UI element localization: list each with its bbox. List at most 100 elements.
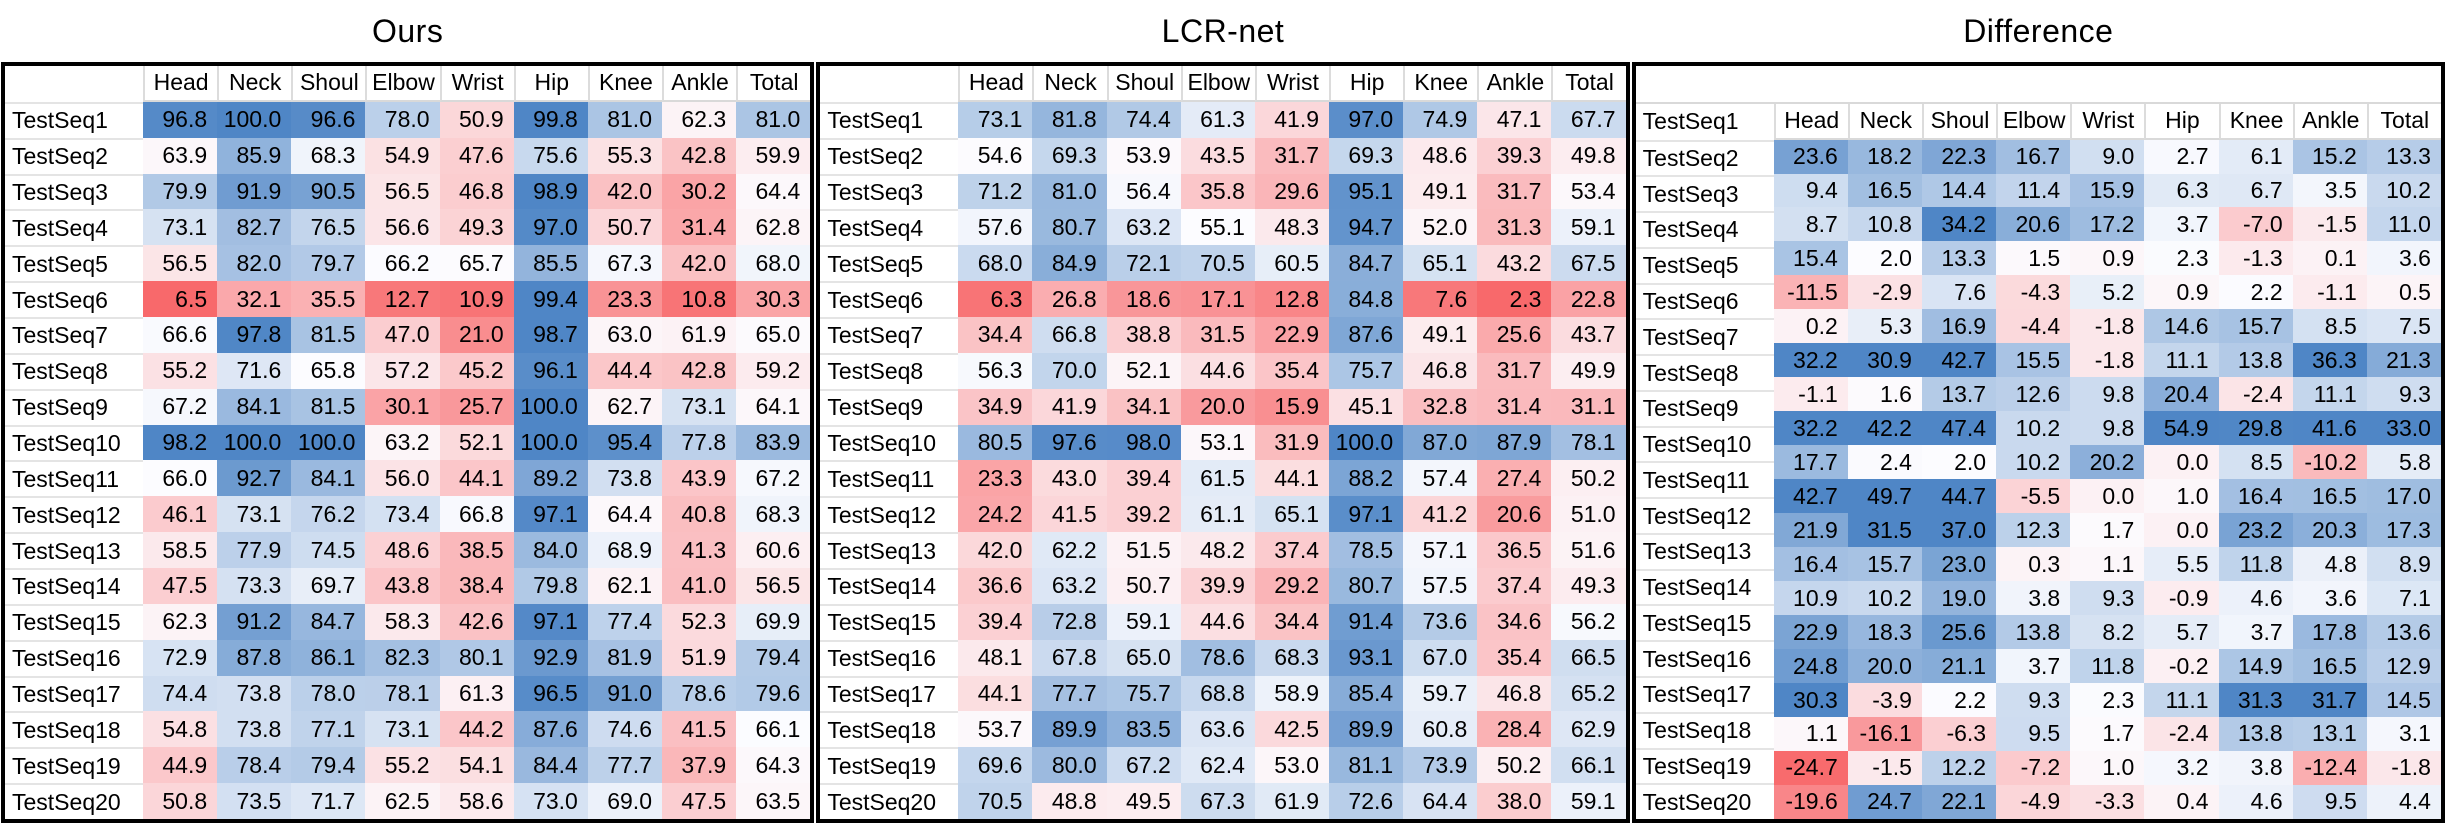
row-label: TestSeq6 — [5, 281, 143, 318]
value-cell: 33.0 — [2366, 411, 2441, 446]
value-cell: 30.9 — [1847, 343, 1922, 378]
value-cell: -1.1 — [2292, 275, 2367, 310]
column-header: Hip — [2144, 103, 2219, 140]
value-cell: 57.6 — [958, 209, 1033, 246]
value-cell: 80.7 — [1329, 568, 1404, 604]
value-cell: 66.1 — [736, 711, 811, 748]
value-cell: 56.5 — [736, 568, 811, 604]
value-cell: 91.9 — [217, 173, 292, 210]
value-cell: 23.3 — [587, 281, 662, 318]
value-cell: 1.0 — [2144, 479, 2219, 514]
value-cell: 8.7 — [1773, 207, 1848, 242]
value-cell: 12.9 — [2366, 649, 2441, 684]
value-cell: 15.7 — [1847, 547, 1922, 582]
header-row: Head Neck Shoul Elbow Wrist Hip Knee Ankle Total — [5, 66, 811, 102]
value-cell: 6.7 — [2218, 173, 2293, 208]
value-cell: 73.8 — [587, 460, 662, 497]
value-cell: 18.2 — [1847, 139, 1922, 174]
value-cell: 81.0 — [587, 101, 662, 138]
value-cell: 81.9 — [587, 639, 662, 676]
row-label: TestSeq17 — [820, 675, 959, 712]
value-cell: 50.2 — [1551, 460, 1626, 497]
value-cell: 84.9 — [1032, 245, 1107, 282]
value-cell: 34.2 — [1921, 207, 1997, 242]
value-cell: 41.0 — [661, 568, 737, 604]
value-cell: 35.5 — [291, 281, 366, 318]
value-cell: 31.7 — [2292, 683, 2367, 717]
table-row: TestSeq17 74.4 73.8 78.0 78.1 61.3 96.5 91.0 78.… — [5, 675, 811, 712]
value-cell: 40.8 — [661, 496, 737, 533]
value-cell: 36.5 — [1477, 532, 1552, 569]
value-cell: 74.6 — [587, 711, 662, 748]
value-cell: 9.0 — [2070, 139, 2145, 174]
value-cell: 76.5 — [291, 209, 366, 246]
table-row: TestSeq8 56.3 70.0 52.1 44.6 35.4 75.7 46.8 31.7… — [820, 352, 1626, 389]
value-cell: 77.1 — [291, 711, 366, 748]
value-cell: -6.3 — [1921, 717, 1997, 751]
value-cell: 22.9 — [1773, 615, 1848, 650]
row-label: TestSeq17 — [5, 675, 143, 712]
value-cell: 83.5 — [1106, 711, 1181, 748]
value-cell: 56.5 — [365, 173, 440, 210]
value-cell: 47.5 — [143, 568, 218, 604]
value-cell: 31.9 — [1254, 424, 1330, 461]
value-cell: 10.8 — [1847, 207, 1922, 242]
value-cell: 34.9 — [958, 388, 1033, 425]
value-cell: 91.2 — [217, 603, 292, 640]
value-cell: 84.7 — [291, 603, 366, 640]
value-cell: 39.3 — [1477, 137, 1552, 174]
value-cell: 5.8 — [2366, 445, 2441, 480]
value-cell: 97.0 — [1329, 101, 1404, 138]
value-cell: 82.0 — [217, 245, 292, 282]
row-label: TestSeq16 — [5, 639, 143, 676]
value-cell: 19.0 — [1921, 581, 1997, 616]
value-cell: 46.8 — [439, 173, 514, 210]
value-cell: 4.6 — [2218, 784, 2293, 819]
value-cell: 81.1 — [1329, 747, 1404, 784]
value-cell: 17.0 — [2366, 479, 2441, 514]
row-label: TestSeq20 — [820, 783, 959, 819]
value-cell: 79.6 — [736, 675, 811, 712]
value-cell: 58.5 — [143, 532, 218, 569]
value-cell: 4.8 — [2292, 547, 2367, 582]
column-header: Wrist — [439, 66, 514, 102]
value-cell: 43.5 — [1180, 137, 1255, 174]
value-cell: 5.5 — [2144, 547, 2219, 582]
value-cell: 41.2 — [1403, 496, 1478, 533]
value-cell: 51.0 — [1551, 496, 1626, 533]
value-cell: 21.3 — [2366, 343, 2441, 378]
value-cell: 41.3 — [661, 532, 737, 569]
heatmap-table-difference: TestSeq1 Head Neck Shoul Elbow Wrist Hip Knee An… — [1631, 62, 2445, 823]
value-cell: -3.9 — [1847, 683, 1922, 717]
value-cell: 68.0 — [736, 245, 811, 282]
value-cell: 57.5 — [1403, 568, 1478, 604]
column-header: Shoul — [1921, 103, 1997, 140]
table-row: TestSeq11 66.0 92.7 84.1 56.0 44.1 89.2 73.8 43.… — [5, 460, 811, 497]
value-cell: 71.7 — [291, 783, 366, 819]
value-cell: 8.9 — [2366, 547, 2441, 582]
value-cell: 100.0 — [1329, 424, 1404, 461]
value-cell: 24.8 — [1773, 649, 1848, 684]
value-cell: 65.0 — [736, 317, 811, 353]
value-cell: 2.7 — [2144, 139, 2219, 174]
value-cell: 6.3 — [958, 281, 1033, 318]
value-cell: 62.1 — [587, 568, 662, 604]
value-cell: 52.0 — [1403, 209, 1478, 246]
value-cell: 52.3 — [661, 603, 737, 640]
value-cell: 66.2 — [365, 245, 440, 282]
table-row: 8.7 10.8 34.2 20.6 17.2 3.7 -7.0 -1.5 11.0 — [1773, 207, 2441, 242]
value-cell: 59.1 — [1551, 209, 1626, 246]
value-cell: 11.8 — [2070, 649, 2145, 684]
value-cell: 59.2 — [736, 352, 811, 389]
value-cell: 51.9 — [661, 639, 737, 676]
value-cell: 6.3 — [2144, 173, 2219, 208]
value-cell: 15.5 — [1996, 343, 2071, 378]
value-cell: 55.2 — [365, 747, 440, 784]
value-cell: 44.4 — [587, 352, 662, 389]
value-cell: 49.1 — [1403, 173, 1478, 210]
value-cell: 10.9 — [439, 281, 514, 318]
value-cell: 56.4 — [1106, 173, 1181, 210]
value-cell: 91.0 — [587, 675, 662, 712]
value-cell: 20.2 — [2070, 445, 2145, 480]
